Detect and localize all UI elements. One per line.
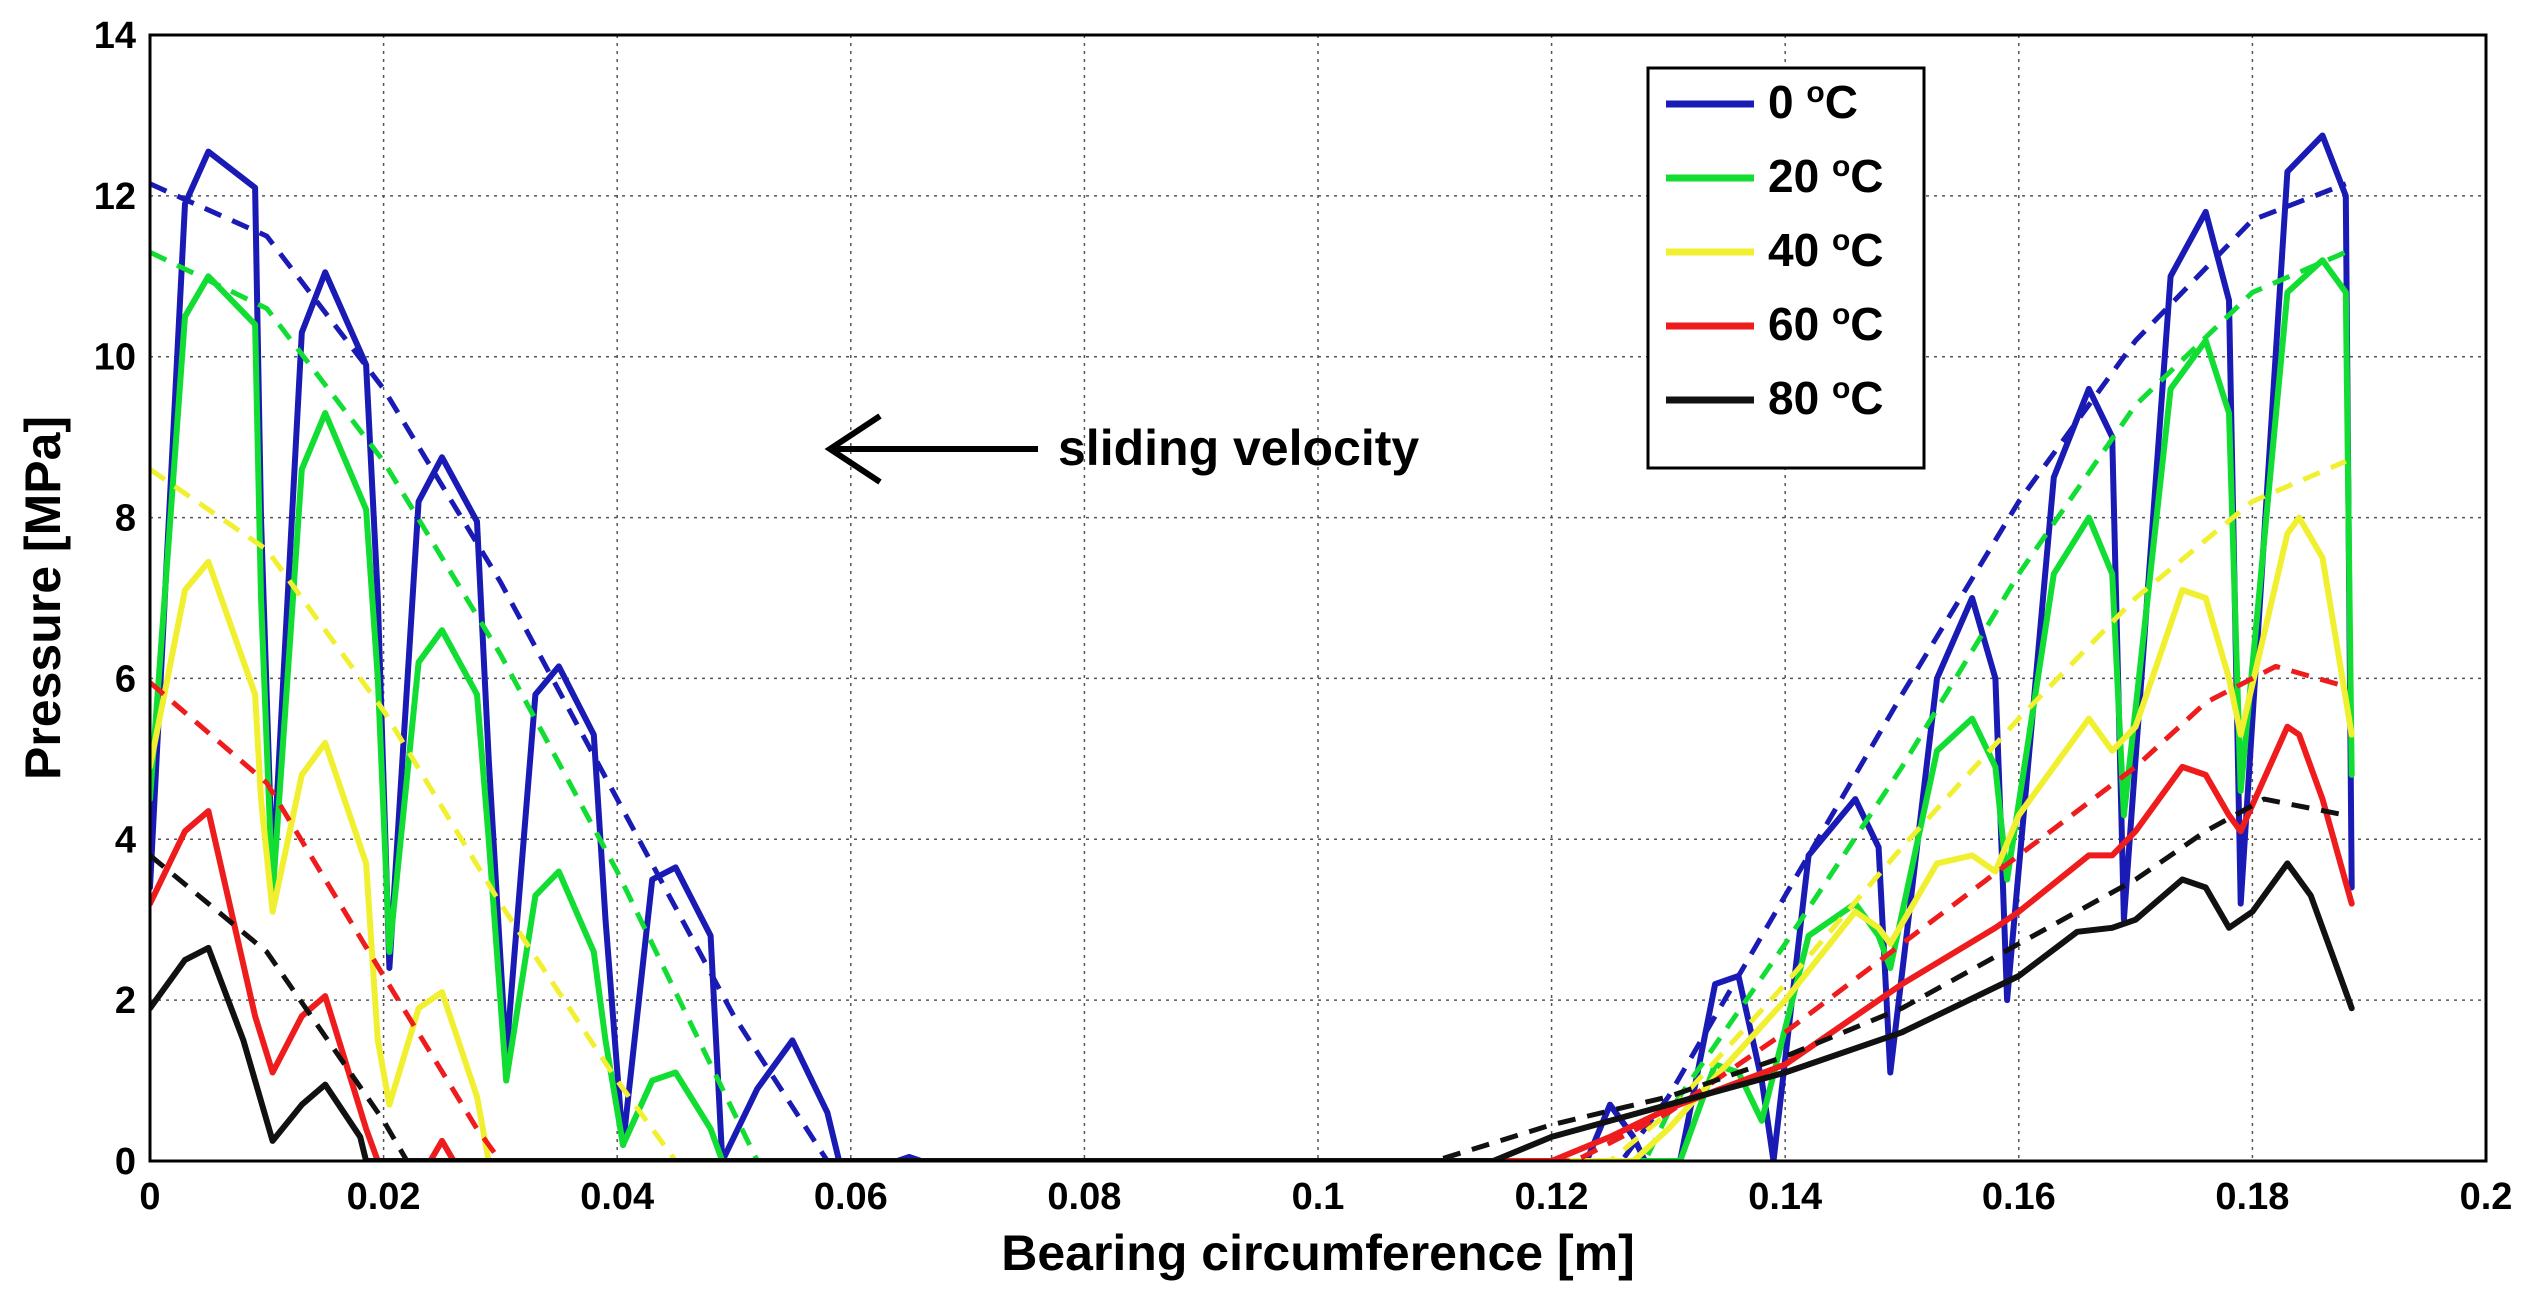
x-tick-label: 0.04 [580,1176,654,1218]
x-tick-label: 0.16 [1982,1176,2056,1218]
x-tick-label: 0.02 [347,1176,421,1218]
series-0 [150,132,2355,1161]
series-1 [150,249,2355,1161]
y-tick-label: 2 [115,980,136,1022]
y-tick-label: 4 [115,819,136,861]
plot-frame [148,33,2488,1163]
legend-label: 40 oC [1768,224,1884,276]
series-2 [150,459,2355,1161]
legend-item: 60 oC [1666,298,1884,350]
x-tick-label: 0.2 [2460,1176,2513,1218]
series-dashed-line [150,663,2347,1161]
y-tick-label: 0 [115,1141,136,1183]
series-solid-line [150,132,2355,1161]
y-tick-label: 6 [115,658,136,700]
y-tick-label: 10 [94,337,136,379]
legend-label: 60 oC [1768,298,1884,350]
legend-label: 80 oC [1768,372,1884,424]
x-tick-label: 0.12 [1515,1176,1589,1218]
grid [150,35,2486,1161]
series-dashed-line [150,249,2347,1161]
series-solid-line [150,514,2355,1161]
x-tick-label: 0.1 [1292,1176,1345,1218]
series-solid-line [150,257,2355,1161]
series-dashed-line [150,459,2347,1161]
annotation-arrow-head [824,413,882,485]
x-tick-label: 0.08 [1047,1176,1121,1218]
legend-item: 40 oC [1666,224,1884,276]
x-tick-label: 0 [139,1176,160,1218]
y-tick-label: 12 [94,176,136,218]
series-dashed-line [150,796,2347,1161]
series-solid-line [150,860,2355,1161]
y-tick-label: 14 [94,15,136,57]
sliding-velocity-annotation: sliding velocity [824,413,1419,485]
legend-item: 80 oC [1666,372,1884,424]
series-4 [150,796,2355,1161]
y-axis-title: Pressure [MPa] [15,416,71,780]
y-tick-label: 8 [115,498,136,540]
tick-labels: 0 0.02 0.04 0.06 0.08 0.1 0.12 0.14 0.16 0.18 0.2 0… [94,15,2513,1218]
series-layer [150,132,2355,1161]
x-tick-label: 0.18 [2215,1176,2289,1218]
x-axis-title: Bearing circumference [m] [1001,1225,1635,1281]
series-dashed-line [150,181,2347,1161]
legend-label: 20 oC [1768,150,1884,202]
annotation-text: sliding velocity [1058,420,1419,476]
x-tick-label: 0.14 [1748,1176,1822,1218]
legend-item: 20 oC [1666,150,1884,202]
x-tick-label: 0.06 [814,1176,888,1218]
